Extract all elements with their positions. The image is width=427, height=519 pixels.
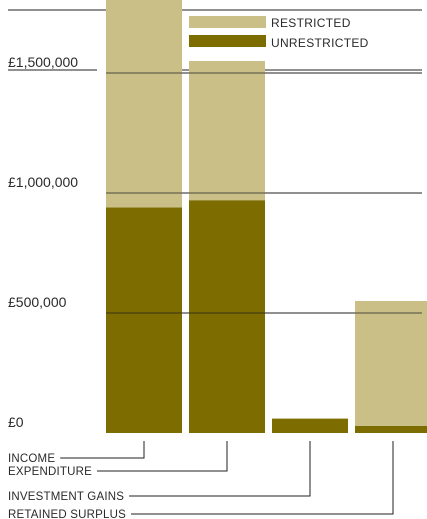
leader-line-expenditure (97, 441, 228, 472)
category-label-investment-gains: INVESTMENT GAINS (8, 491, 124, 503)
leader-line-income (60, 441, 145, 459)
bar-retained-surplus-unrestricted (355, 425, 427, 433)
y-axis-tick-labels: £0£500,000£1,000,000£1,500,000£2,000,000… (8, 54, 78, 430)
legend-swatch-unrestricted (189, 35, 266, 47)
y-tick-label: £0 (8, 414, 24, 430)
bar-expenditure-unrestricted (189, 200, 265, 433)
bar-income-unrestricted (106, 207, 182, 433)
y-tick-label: £1,500,000 (8, 54, 78, 70)
bar-retained-surplus-restricted (355, 301, 427, 426)
bar-investment-gains-unrestricted (272, 418, 348, 433)
leader-line-investment-gains (129, 441, 311, 497)
legend: RESTRICTED UNRESTRICTED (189, 16, 369, 50)
legend-swatch-restricted (189, 16, 266, 28)
bar-income-restricted (106, 0, 182, 208)
legend-label-restricted: RESTRICTED (271, 16, 351, 30)
leader-line-retained-surplus (131, 441, 394, 515)
legend-label-unrestricted: UNRESTRICTED (271, 36, 369, 50)
category-label-retained-surplus: RETAINED SURPLUS (8, 509, 126, 519)
category-label-income: INCOME (8, 453, 55, 465)
y-tick-label: £500,000 (8, 294, 67, 310)
bars (106, 0, 427, 433)
category-label-expenditure: EXPENDITURE (8, 466, 92, 478)
bar-expenditure-restricted (189, 61, 265, 201)
y-tick-label: £1,000,000 (8, 174, 78, 190)
gridlines-over-bars (106, 72, 422, 314)
